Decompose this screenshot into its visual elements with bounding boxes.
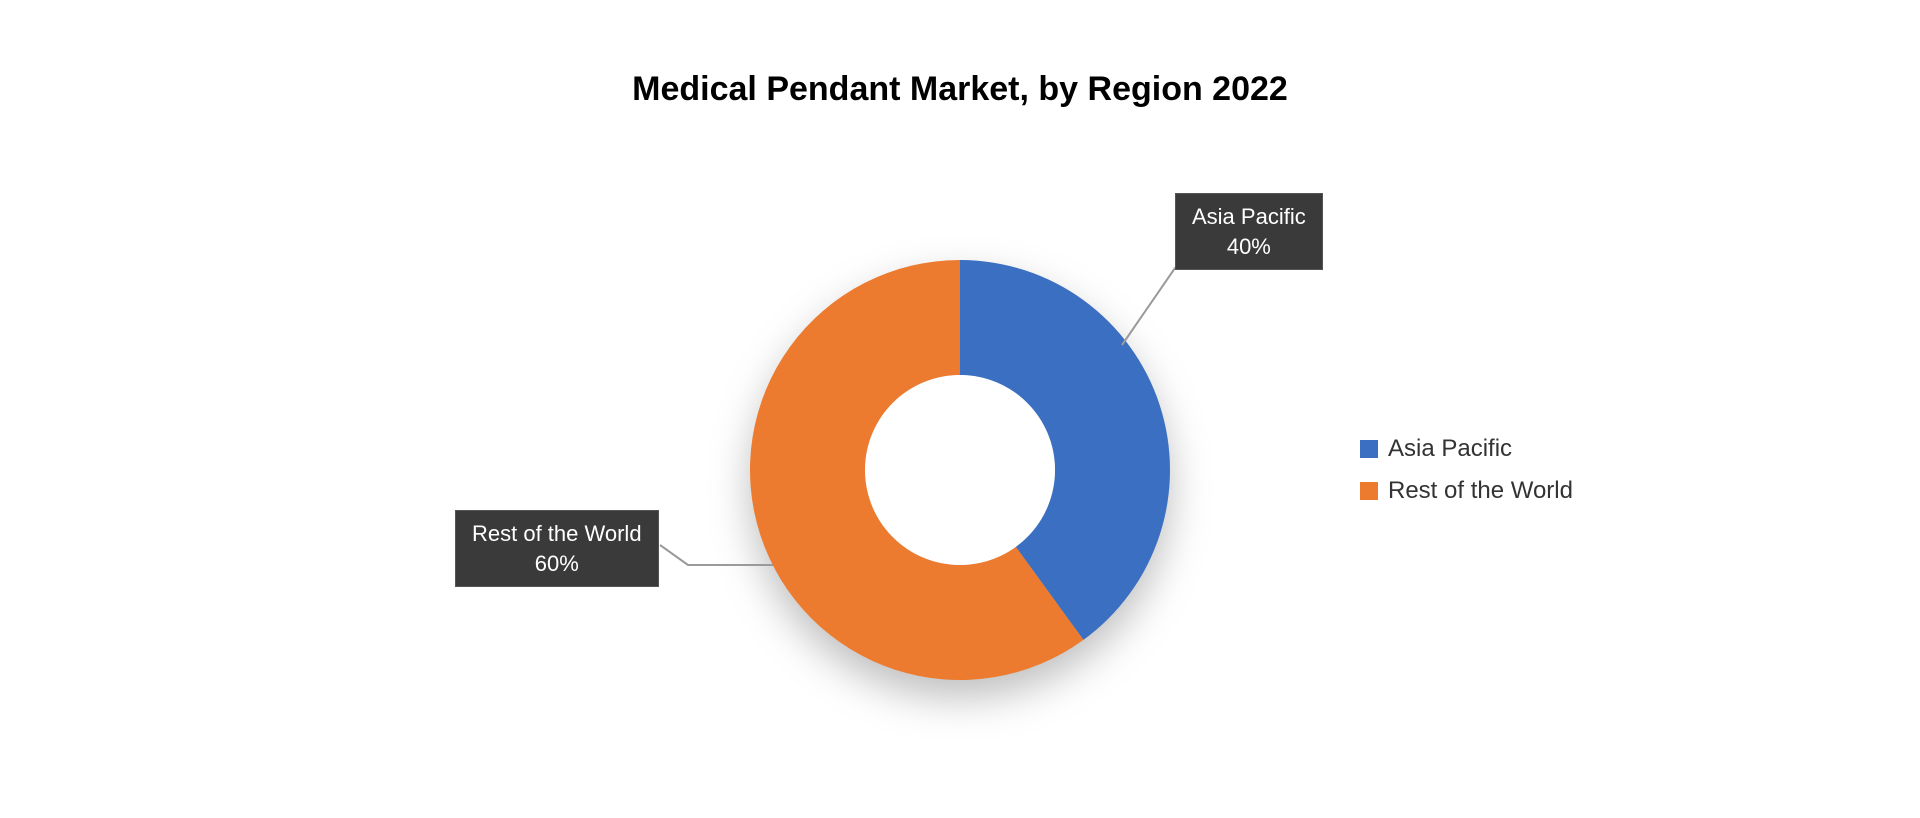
callout-percent: 60% [472,549,642,579]
legend-label: Rest of the World [1388,477,1573,505]
donut-hole [865,375,1055,565]
legend-swatch [1360,440,1378,458]
callout-asia-pacific: Asia Pacific 40% [1175,193,1323,270]
callout-rest-of-world: Rest of the World 60% [455,510,659,587]
legend-item-asia-pacific: Asia Pacific [1360,435,1573,463]
callout-percent: 40% [1192,232,1306,262]
chart-title: Medical Pendant Market, by Region 2022 [0,70,1920,109]
donut-chart [750,260,1170,680]
legend-swatch [1360,482,1378,500]
callout-label: Rest of the World [472,519,642,549]
callout-label: Asia Pacific [1192,202,1306,232]
legend-label: Asia Pacific [1388,435,1512,463]
legend: Asia Pacific Rest of the World [1360,435,1573,519]
legend-item-rest-of-world: Rest of the World [1360,477,1573,505]
donut-svg [750,260,1170,680]
